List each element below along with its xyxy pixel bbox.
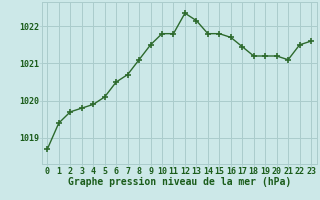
X-axis label: Graphe pression niveau de la mer (hPa): Graphe pression niveau de la mer (hPa) <box>68 177 291 187</box>
